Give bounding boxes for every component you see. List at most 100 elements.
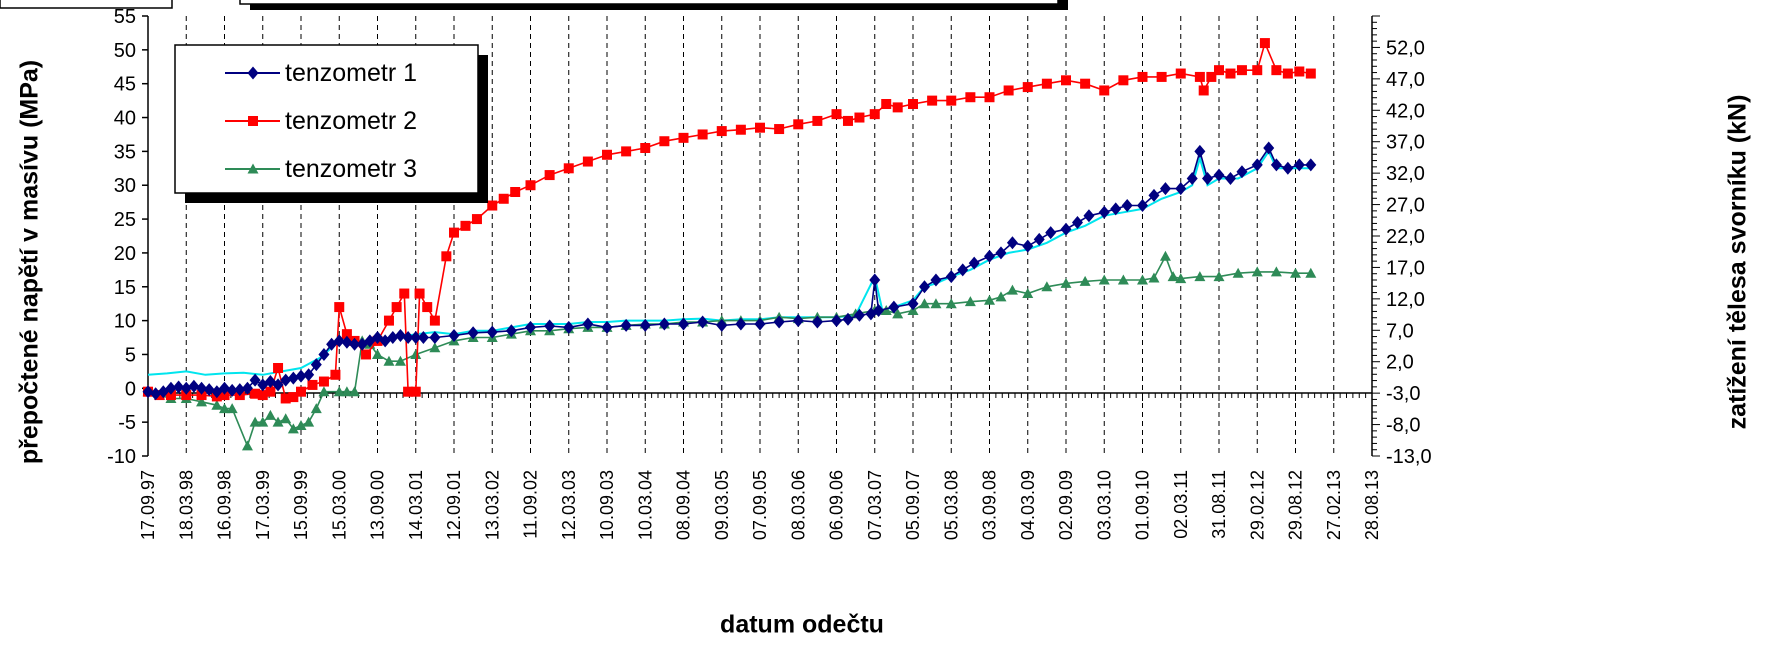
data-point [1175, 182, 1187, 196]
data-point [310, 403, 322, 414]
data-point [1271, 65, 1282, 76]
data-point [735, 317, 747, 331]
data-point [272, 378, 284, 392]
data-point [1148, 272, 1160, 283]
x-tick-label: 28.08.13 [1362, 470, 1382, 540]
data-point [249, 416, 261, 427]
y-tick-label-left: 0 [125, 378, 136, 400]
data-point [1293, 158, 1305, 172]
data-point [831, 109, 842, 120]
data-point [563, 320, 575, 334]
data-point [310, 358, 322, 372]
y-tick-label-left: -10 [107, 446, 136, 468]
data-point [265, 386, 276, 397]
data-point [918, 298, 930, 309]
data-point [333, 334, 345, 348]
data-point [1137, 274, 1148, 285]
data-point [984, 92, 995, 103]
data-point [601, 320, 613, 334]
data-point [544, 319, 556, 333]
x-tick-label: 04.03.09 [1018, 470, 1038, 540]
y-tick-label-right: 37,0 [1386, 132, 1425, 154]
x-tick-label: 06.09.06 [827, 470, 847, 540]
data-point [1083, 209, 1095, 223]
data-point [203, 383, 215, 397]
y-axis-right-title: zatížení tělesa svorníku (kN) [1723, 94, 1752, 430]
data-point [892, 102, 903, 113]
data-point [1099, 85, 1110, 96]
data-point [1159, 250, 1171, 261]
data-point [1290, 267, 1301, 278]
y-tick-label-left: 30 [114, 175, 136, 197]
data-point [1118, 75, 1129, 86]
y-tick-label-right: 12,0 [1386, 289, 1425, 311]
data-point [930, 298, 942, 309]
data-point [582, 317, 594, 331]
data-point [1294, 66, 1305, 77]
data-point [582, 156, 593, 167]
data-point [429, 342, 441, 353]
data-point [429, 331, 441, 345]
data-point [1156, 71, 1167, 82]
data-point [287, 371, 299, 385]
data-point [842, 312, 854, 326]
data-point [410, 386, 421, 397]
data-point [296, 386, 306, 397]
data-point [181, 390, 192, 401]
y-tick-label-left: 50 [114, 40, 136, 62]
data-point [793, 119, 804, 130]
x-tick-label: 17.03.99 [253, 470, 273, 540]
data-point [383, 315, 394, 326]
data-point [318, 347, 330, 361]
x-tick-label: 14.03.01 [406, 470, 426, 540]
data-point [1198, 85, 1209, 96]
y-tick-label-right: -13,0 [1386, 446, 1432, 468]
x-tick-label: 05.03.08 [941, 470, 961, 540]
data-point [250, 388, 261, 399]
data-point [1252, 65, 1263, 76]
data-point [403, 386, 414, 397]
data-point [211, 399, 223, 410]
data-point [918, 280, 930, 294]
data-point [602, 149, 612, 160]
data-point [1225, 68, 1236, 79]
data-point [1137, 71, 1148, 82]
data-point [422, 302, 433, 313]
data-point [880, 304, 892, 315]
data-point [892, 308, 904, 319]
data-point [196, 381, 208, 395]
data-point [219, 381, 230, 395]
data-point [930, 273, 942, 287]
y-tick-label-left: 10 [114, 311, 136, 333]
data-point [658, 317, 670, 331]
data-point [754, 317, 766, 331]
data-point [417, 331, 429, 345]
data-point [1194, 144, 1206, 158]
data-point [812, 115, 823, 126]
data-point [394, 355, 406, 366]
data-point [394, 329, 406, 343]
data-point [449, 227, 459, 238]
y-tick-label-right: 47,0 [1386, 69, 1425, 91]
data-point [361, 349, 372, 360]
data-point [1232, 267, 1244, 278]
y-tick-label-right: 52,0 [1386, 37, 1425, 59]
data-point [995, 291, 1007, 302]
data-point [410, 348, 422, 359]
data-point [697, 129, 708, 140]
data-point [873, 303, 885, 317]
x-tick-label: 05.09.07 [903, 470, 923, 540]
legend: tenzometr 1 tenzometr 2 tenzometr 3 [174, 44, 488, 203]
data-point [1305, 68, 1316, 79]
data-point [1121, 199, 1133, 213]
data-point [341, 335, 353, 349]
data-point [1041, 78, 1052, 89]
data-point [965, 92, 976, 103]
data-point [196, 396, 208, 407]
top-left-box [0, 0, 173, 9]
series-tenzometr-2 [143, 38, 1316, 404]
data-point [831, 314, 842, 328]
x-tick-label: 17.09.97 [138, 470, 158, 540]
data-point [853, 308, 865, 322]
x-tick-label: 01.09.10 [1133, 470, 1153, 540]
